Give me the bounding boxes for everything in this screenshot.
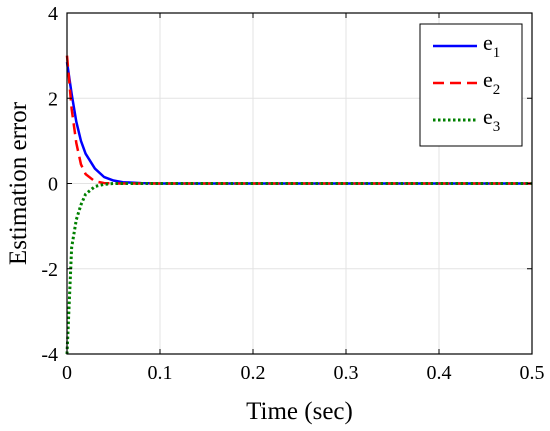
y-tick-label: -2 [41,259,58,281]
y-axis-title: Estimation error [5,101,32,265]
series-lines [65,55,532,355]
y-tick-label: 4 [48,3,58,25]
y-tick-label: -4 [41,344,58,366]
x-tick-label: 0.3 [334,362,359,384]
x-axis-title: Time (sec) [246,398,353,425]
y-tick-label: 0 [48,174,58,196]
y-tick-labels: -4 -2 0 2 4 [41,3,58,366]
x-tick-label: 0.5 [520,362,545,384]
x-tick-label: 0.1 [148,362,173,384]
x-tick-label: 0 [62,362,72,384]
x-tick-labels: 0 0.1 0.2 0.3 0.4 0.5 [62,362,545,384]
series-line-e2 [65,55,532,185]
tick-marks [66,12,533,355]
x-tick-label: 0.4 [427,362,452,384]
series-line-e1 [65,61,532,185]
y-tick-label: 2 [48,88,58,110]
x-tick-label: 0.2 [241,362,266,384]
legend-box [419,23,523,147]
